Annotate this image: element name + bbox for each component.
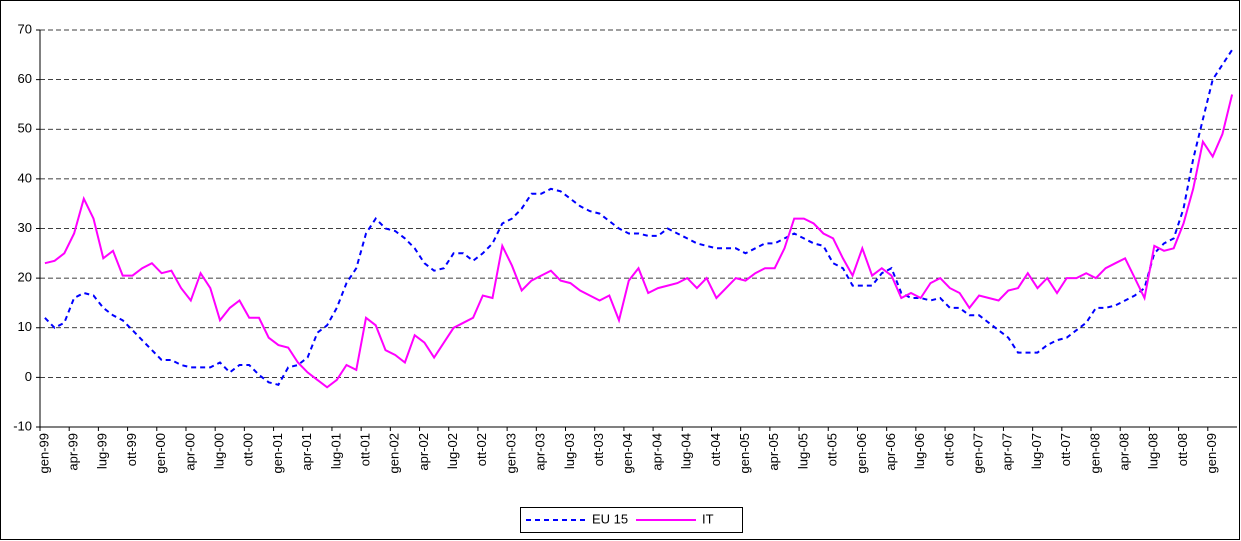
x-tick-label: lug-04 [679, 433, 694, 469]
x-tick-label: apr-07 [1000, 433, 1015, 471]
x-tick-label: gen-06 [854, 433, 869, 473]
x-tick-label: gen-02 [387, 433, 402, 473]
x-tick-label: ott-03 [591, 433, 606, 466]
x-tick-label: gen-08 [1087, 433, 1102, 473]
series-line [44, 49, 1233, 386]
x-tick-label: gen-00 [153, 433, 168, 473]
y-tick-label: 20 [18, 270, 32, 285]
x-tick-label: apr-02 [416, 433, 431, 471]
x-tick-label: lug-07 [1029, 433, 1044, 469]
x-tick-label: ott-01 [357, 433, 372, 466]
x-tick-label: lug-08 [1146, 433, 1161, 469]
x-tick-label: ott-99 [124, 433, 139, 466]
y-tick-label: 0 [25, 369, 32, 384]
y-tick-label: 50 [18, 121, 32, 136]
y-tick-label: 60 [18, 71, 32, 86]
x-tick-label: gen-09 [1204, 433, 1219, 473]
x-tick-label: apr-05 [766, 433, 781, 471]
x-tick-label: ott-06 [941, 433, 956, 466]
x-tick-label: lug-06 [912, 433, 927, 469]
x-tick-label: apr-00 [182, 433, 197, 471]
x-tick-label: gen-04 [620, 433, 635, 473]
x-tick-label: ott-07 [1058, 433, 1073, 466]
x-tick-label: gen-05 [737, 433, 752, 473]
x-tick-label: apr-03 [533, 433, 548, 471]
x-tick-label: lug-00 [211, 433, 226, 469]
legend-label: EU 15 [592, 511, 628, 526]
x-tick-label: apr-06 [883, 433, 898, 471]
series-line [44, 94, 1234, 389]
y-tick-label: 30 [18, 220, 32, 235]
x-tick-label: ott-00 [241, 433, 256, 466]
x-tick-label: lug-01 [328, 433, 343, 469]
legend: EU 15 IT [520, 507, 743, 533]
x-tick-label: lug-05 [795, 433, 810, 469]
x-tick-label: gen-01 [270, 433, 285, 473]
x-tick-label: gen-07 [971, 433, 986, 473]
x-tick-label: ott-02 [474, 433, 489, 466]
x-tick-label: ott-08 [1175, 433, 1190, 466]
x-tick-label: gen-03 [503, 433, 518, 473]
x-tick-label: apr-99 [65, 433, 80, 471]
x-tick-label: lug-02 [445, 433, 460, 469]
y-tick-label: -10 [13, 418, 32, 433]
x-tick-label: ott-05 [825, 433, 840, 466]
y-tick-label: 70 [18, 21, 32, 36]
x-tick-label: apr-04 [649, 433, 664, 471]
x-tick-label: ott-04 [708, 433, 723, 466]
x-tick-label: lug-99 [95, 433, 110, 469]
x-tick-label: apr-01 [299, 433, 314, 471]
x-tick-label: lug-03 [562, 433, 577, 469]
y-tick-label: 10 [18, 319, 32, 334]
y-tick-label: 40 [18, 170, 32, 185]
x-tick-label: gen-99 [36, 433, 51, 473]
x-tick-label: apr-08 [1117, 433, 1132, 471]
legend-label: IT [702, 511, 714, 526]
